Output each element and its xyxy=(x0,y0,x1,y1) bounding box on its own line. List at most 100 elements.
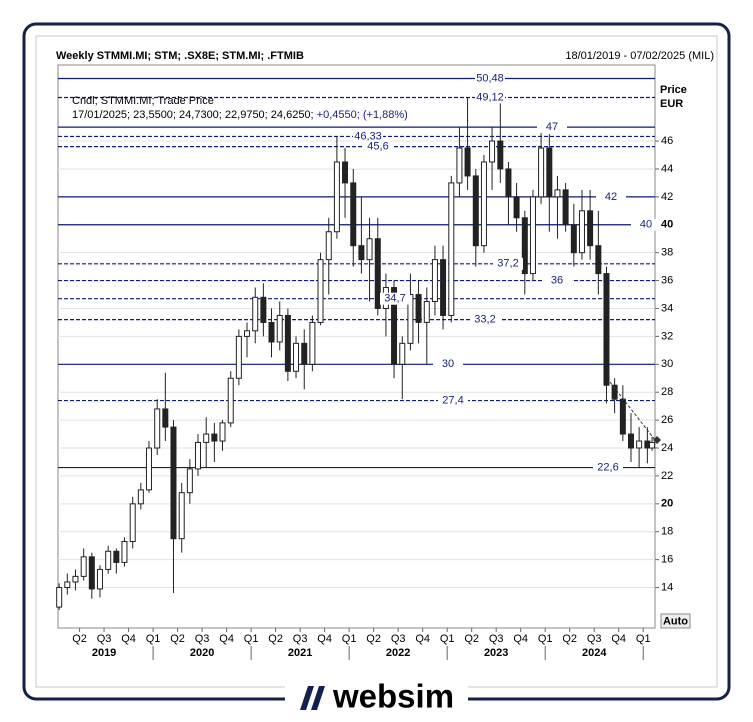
x-tick-label: Q3 xyxy=(195,633,210,645)
year-label: 2021 xyxy=(288,647,312,659)
candle-body xyxy=(162,408,169,428)
candle-body xyxy=(448,182,455,316)
x-tick-label: Q4 xyxy=(513,633,528,645)
candle-body xyxy=(219,422,226,442)
level-label-bg xyxy=(593,461,623,474)
auto-button-label[interactable]: Auto xyxy=(663,615,688,627)
candle-body xyxy=(80,556,87,577)
candle-body xyxy=(293,342,300,372)
y-tick-label: 28 xyxy=(661,386,673,398)
auto-button[interactable] xyxy=(660,613,691,629)
candle-body xyxy=(252,296,259,332)
candle-body xyxy=(529,196,536,275)
candle-body xyxy=(137,489,144,505)
candle-body xyxy=(587,210,594,247)
info-values: 17/01/2025; 23,5500; 24,7300; 22,9750; 2… xyxy=(72,109,314,121)
candle-body xyxy=(170,426,177,540)
candle-body xyxy=(358,245,365,261)
last-price-marker xyxy=(653,436,661,444)
candle-body xyxy=(96,568,103,590)
level-label-bg xyxy=(475,72,505,85)
candle-body xyxy=(284,314,291,372)
candle-body xyxy=(464,147,471,177)
candle-body xyxy=(154,408,161,449)
level-label-bg xyxy=(438,394,468,407)
candle-body xyxy=(391,287,398,365)
logo-mark xyxy=(300,686,325,710)
x-tick-label: Q1 xyxy=(146,633,161,645)
x-tick-label: Q3 xyxy=(587,633,602,645)
candle-body xyxy=(121,540,128,563)
level-label: 36 xyxy=(551,274,563,286)
candle-body xyxy=(72,575,79,583)
candle-body xyxy=(203,433,210,443)
candle-body xyxy=(194,441,201,470)
candle-body xyxy=(649,441,656,449)
level-label-bg xyxy=(631,218,661,231)
candle-body xyxy=(145,447,152,491)
y-tick-label: 20 xyxy=(661,498,673,510)
x-tick-label: Q4 xyxy=(317,633,332,645)
candle-body xyxy=(562,189,569,226)
y-tick-label: 14 xyxy=(661,581,673,593)
x-tick-label: Q2 xyxy=(170,633,185,645)
candle-body xyxy=(627,433,634,449)
year-label: 2023 xyxy=(484,647,508,659)
candle-body xyxy=(186,468,193,494)
y-axis-unit: EUR xyxy=(660,98,683,110)
candle-body xyxy=(309,321,316,365)
level-label: 34,7 xyxy=(384,293,405,305)
candle-body xyxy=(113,550,120,563)
y-tick-label: 42 xyxy=(661,191,673,203)
candle-body xyxy=(603,273,610,386)
info-change: +0,4550; (+1,88%) xyxy=(317,109,408,121)
y-tick-label: 40 xyxy=(661,219,673,231)
level-label-bg xyxy=(353,130,383,143)
level-label: 37,2 xyxy=(497,258,518,270)
y-tick-label: 38 xyxy=(661,247,673,259)
candle-body xyxy=(268,321,275,343)
candle-body xyxy=(276,314,283,343)
level-label-bg xyxy=(470,313,500,326)
logo-icon xyxy=(300,686,325,710)
candle-body xyxy=(505,168,512,198)
level-label: 47 xyxy=(546,121,558,133)
candle-body xyxy=(456,147,463,184)
year-label: 2020 xyxy=(190,647,214,659)
x-tick-label: Q1 xyxy=(636,633,651,645)
level-label: 22,6 xyxy=(597,461,618,473)
candle-body xyxy=(244,330,251,337)
level-label-bg xyxy=(596,190,626,203)
x-tick-label: Q1 xyxy=(538,633,553,645)
x-tick-label: Q3 xyxy=(293,633,308,645)
y-tick-label: 22 xyxy=(661,470,673,482)
candle-body xyxy=(497,140,504,170)
candle-body xyxy=(554,189,561,198)
level-label: 40 xyxy=(640,219,652,231)
level-label-bg xyxy=(542,274,572,287)
level-label: 27,4 xyxy=(442,394,463,406)
level-label: 49,12 xyxy=(476,91,504,103)
candle-body xyxy=(611,384,618,400)
candle-body xyxy=(260,296,267,323)
x-tick-label: Q2 xyxy=(366,633,381,645)
candle-body xyxy=(317,259,324,323)
candle-body xyxy=(480,161,487,247)
candle-body xyxy=(211,433,218,442)
candle-body xyxy=(415,294,422,323)
x-tick-label: Q4 xyxy=(121,633,136,645)
candle-body xyxy=(178,492,185,540)
level-label: 30 xyxy=(442,358,454,370)
y-tick-label: 18 xyxy=(661,526,673,538)
logo-text: websim xyxy=(332,678,454,715)
candle-body xyxy=(546,147,553,198)
x-tick-label: Q2 xyxy=(268,633,283,645)
candle-body xyxy=(407,294,414,344)
chart-subtitle: 18/01/2019 - 07/02/2025 (MIL) xyxy=(565,50,714,62)
candle-body xyxy=(440,259,447,316)
y-axis-title: Price xyxy=(660,84,687,96)
candle-body xyxy=(235,335,242,379)
x-tick-label: Q1 xyxy=(440,633,455,645)
candle-body xyxy=(105,550,112,570)
